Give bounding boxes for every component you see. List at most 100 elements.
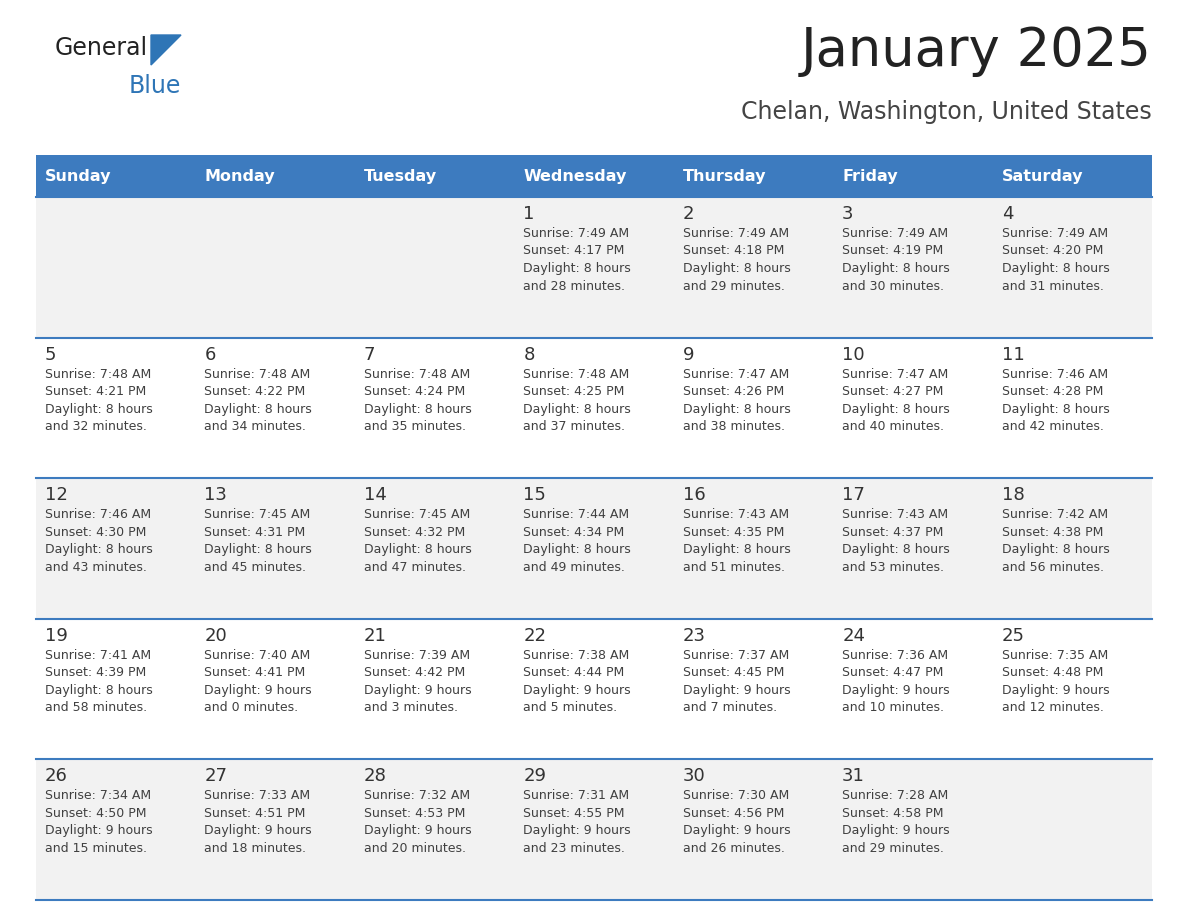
Text: Tuesday: Tuesday xyxy=(364,169,437,184)
Bar xyxy=(674,155,833,197)
Text: Daylight: 8 hours: Daylight: 8 hours xyxy=(683,262,790,275)
Bar xyxy=(355,197,514,338)
Text: Sunrise: 7:49 AM: Sunrise: 7:49 AM xyxy=(1001,227,1107,240)
Text: 3: 3 xyxy=(842,205,854,223)
Text: and 15 minutes.: and 15 minutes. xyxy=(45,842,147,855)
Text: 7: 7 xyxy=(364,345,375,364)
Text: Daylight: 9 hours: Daylight: 9 hours xyxy=(364,824,472,837)
Text: Sunrise: 7:42 AM: Sunrise: 7:42 AM xyxy=(1001,509,1107,521)
Text: Sunrise: 7:45 AM: Sunrise: 7:45 AM xyxy=(364,509,470,521)
Bar xyxy=(36,619,196,759)
Text: 26: 26 xyxy=(45,767,68,786)
Bar xyxy=(514,197,674,338)
Text: and 45 minutes.: and 45 minutes. xyxy=(204,561,307,574)
Bar xyxy=(514,619,674,759)
Text: 5: 5 xyxy=(45,345,57,364)
Text: 29: 29 xyxy=(523,767,546,786)
Text: and 29 minutes.: and 29 minutes. xyxy=(683,279,784,293)
Text: Sunrise: 7:49 AM: Sunrise: 7:49 AM xyxy=(523,227,630,240)
Text: Daylight: 9 hours: Daylight: 9 hours xyxy=(842,824,949,837)
Text: 15: 15 xyxy=(523,487,546,504)
Text: and 56 minutes.: and 56 minutes. xyxy=(1001,561,1104,574)
Text: Daylight: 8 hours: Daylight: 8 hours xyxy=(1001,543,1110,556)
Bar xyxy=(355,155,514,197)
Text: Daylight: 9 hours: Daylight: 9 hours xyxy=(204,824,312,837)
Text: and 29 minutes.: and 29 minutes. xyxy=(842,842,944,855)
Bar xyxy=(196,759,355,900)
Bar xyxy=(196,478,355,619)
Text: Sunset: 4:42 PM: Sunset: 4:42 PM xyxy=(364,666,466,679)
Text: Monday: Monday xyxy=(204,169,276,184)
Text: Sunset: 4:38 PM: Sunset: 4:38 PM xyxy=(1001,526,1102,539)
Text: 10: 10 xyxy=(842,345,865,364)
Text: Sunset: 4:48 PM: Sunset: 4:48 PM xyxy=(1001,666,1102,679)
Text: Sunrise: 7:48 AM: Sunrise: 7:48 AM xyxy=(523,367,630,381)
Text: Daylight: 8 hours: Daylight: 8 hours xyxy=(45,684,153,697)
Text: 20: 20 xyxy=(204,627,227,644)
Text: Sunset: 4:17 PM: Sunset: 4:17 PM xyxy=(523,244,625,258)
Text: 12: 12 xyxy=(45,487,68,504)
Text: Sunset: 4:58 PM: Sunset: 4:58 PM xyxy=(842,807,943,820)
Bar xyxy=(674,478,833,619)
Text: Daylight: 8 hours: Daylight: 8 hours xyxy=(842,262,950,275)
Bar xyxy=(833,155,992,197)
Text: 23: 23 xyxy=(683,627,706,644)
Text: Sunset: 4:56 PM: Sunset: 4:56 PM xyxy=(683,807,784,820)
Text: and 7 minutes.: and 7 minutes. xyxy=(683,701,777,714)
Text: Daylight: 8 hours: Daylight: 8 hours xyxy=(204,403,312,416)
Bar xyxy=(833,197,992,338)
Text: Daylight: 9 hours: Daylight: 9 hours xyxy=(523,684,631,697)
Text: Sunset: 4:19 PM: Sunset: 4:19 PM xyxy=(842,244,943,258)
Text: Sunrise: 7:44 AM: Sunrise: 7:44 AM xyxy=(523,509,630,521)
Text: Sunrise: 7:43 AM: Sunrise: 7:43 AM xyxy=(683,509,789,521)
Text: Sunset: 4:47 PM: Sunset: 4:47 PM xyxy=(842,666,943,679)
Text: Sunrise: 7:36 AM: Sunrise: 7:36 AM xyxy=(842,649,948,662)
Text: Sunset: 4:28 PM: Sunset: 4:28 PM xyxy=(1001,385,1102,398)
Text: Sunrise: 7:46 AM: Sunrise: 7:46 AM xyxy=(45,509,151,521)
Bar xyxy=(992,197,1152,338)
Text: and 40 minutes.: and 40 minutes. xyxy=(842,420,944,433)
Text: 17: 17 xyxy=(842,487,865,504)
Text: Sunset: 4:51 PM: Sunset: 4:51 PM xyxy=(204,807,305,820)
Text: Sunrise: 7:49 AM: Sunrise: 7:49 AM xyxy=(842,227,948,240)
Text: Sunset: 4:41 PM: Sunset: 4:41 PM xyxy=(204,666,305,679)
Text: Sunrise: 7:31 AM: Sunrise: 7:31 AM xyxy=(523,789,630,802)
Bar xyxy=(992,155,1152,197)
Text: and 38 minutes.: and 38 minutes. xyxy=(683,420,785,433)
Text: General: General xyxy=(55,36,148,60)
Text: Sunrise: 7:48 AM: Sunrise: 7:48 AM xyxy=(364,367,470,381)
Text: 21: 21 xyxy=(364,627,387,644)
Text: Wednesday: Wednesday xyxy=(523,169,626,184)
Text: Daylight: 8 hours: Daylight: 8 hours xyxy=(364,403,472,416)
Text: 27: 27 xyxy=(204,767,227,786)
Bar xyxy=(514,478,674,619)
Text: Blue: Blue xyxy=(129,74,182,98)
Text: and 30 minutes.: and 30 minutes. xyxy=(842,279,944,293)
Text: Sunset: 4:25 PM: Sunset: 4:25 PM xyxy=(523,385,625,398)
Text: Sunrise: 7:35 AM: Sunrise: 7:35 AM xyxy=(1001,649,1108,662)
Text: and 42 minutes.: and 42 minutes. xyxy=(1001,420,1104,433)
Text: Sunrise: 7:43 AM: Sunrise: 7:43 AM xyxy=(842,509,948,521)
Text: Daylight: 8 hours: Daylight: 8 hours xyxy=(683,543,790,556)
Text: 14: 14 xyxy=(364,487,387,504)
Bar xyxy=(992,338,1152,478)
Text: and 35 minutes.: and 35 minutes. xyxy=(364,420,466,433)
Text: Daylight: 9 hours: Daylight: 9 hours xyxy=(683,824,790,837)
Text: Sunrise: 7:32 AM: Sunrise: 7:32 AM xyxy=(364,789,470,802)
Text: Chelan, Washington, United States: Chelan, Washington, United States xyxy=(741,100,1152,124)
Text: 6: 6 xyxy=(204,345,216,364)
Bar xyxy=(355,619,514,759)
Text: 28: 28 xyxy=(364,767,387,786)
Text: Sunrise: 7:45 AM: Sunrise: 7:45 AM xyxy=(204,509,311,521)
Text: Daylight: 8 hours: Daylight: 8 hours xyxy=(1001,262,1110,275)
Bar xyxy=(674,197,833,338)
Text: Sunrise: 7:49 AM: Sunrise: 7:49 AM xyxy=(683,227,789,240)
Text: Friday: Friday xyxy=(842,169,898,184)
Text: Thursday: Thursday xyxy=(683,169,766,184)
Text: Sunrise: 7:40 AM: Sunrise: 7:40 AM xyxy=(204,649,311,662)
Text: Sunset: 4:39 PM: Sunset: 4:39 PM xyxy=(45,666,146,679)
Text: and 53 minutes.: and 53 minutes. xyxy=(842,561,944,574)
Bar xyxy=(36,338,196,478)
Bar xyxy=(992,759,1152,900)
Text: and 3 minutes.: and 3 minutes. xyxy=(364,701,457,714)
